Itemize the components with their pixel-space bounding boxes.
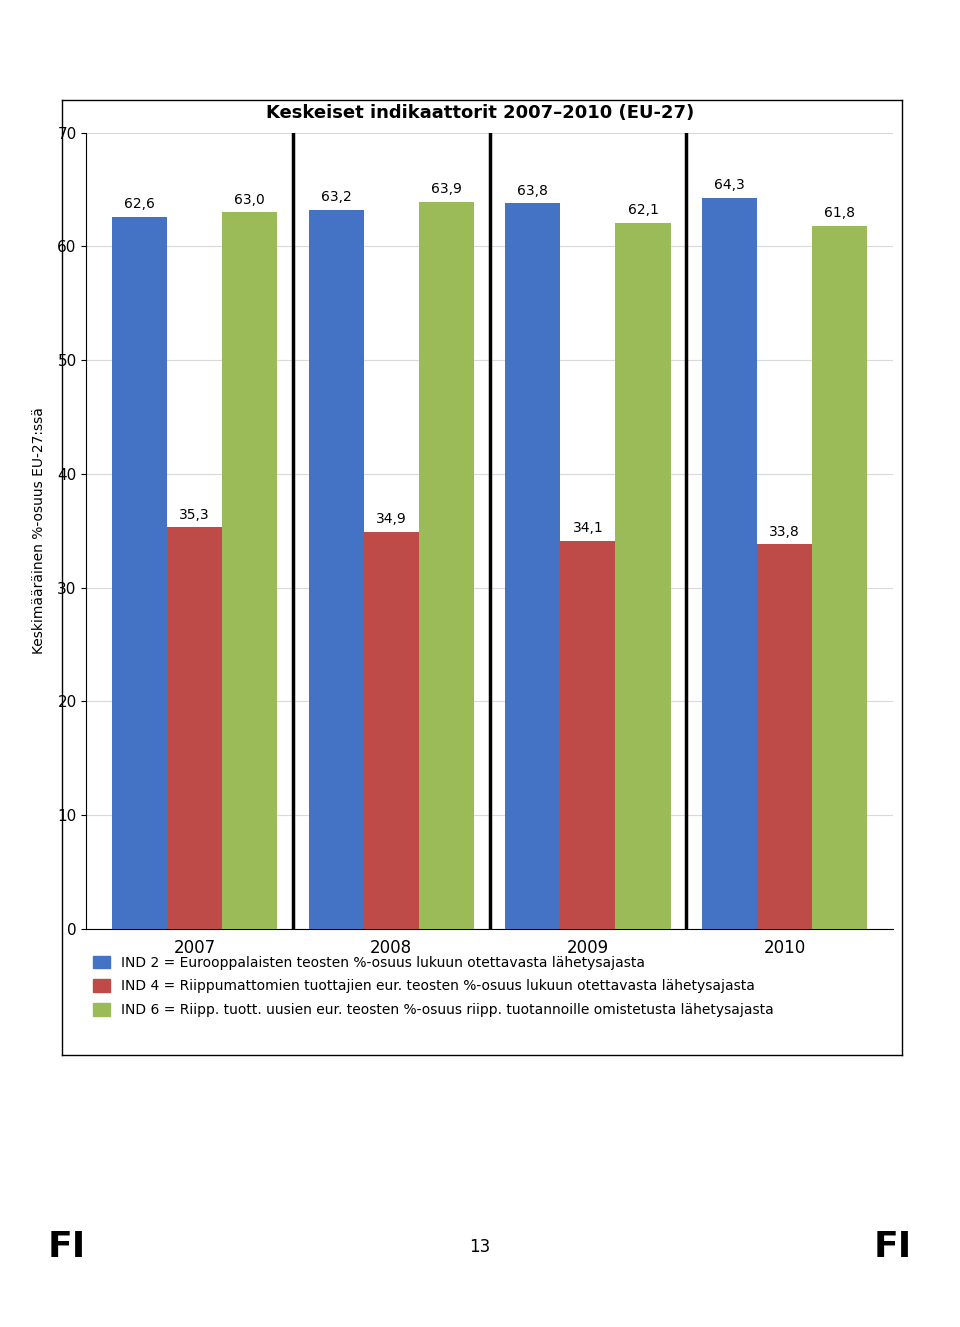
Bar [309, 210, 364, 929]
Text: 13: 13 [469, 1238, 491, 1257]
Text: FI: FI [874, 1230, 912, 1265]
Text: 61,8: 61,8 [825, 206, 855, 220]
Legend: IND 2 = Eurooppalaisten teosten %-osuus lukuun otettavasta lähetysajasta, IND 4 : IND 2 = Eurooppalaisten teosten %-osuus … [93, 955, 774, 1018]
Text: 62,6: 62,6 [124, 198, 155, 211]
Bar [615, 223, 670, 929]
Bar [561, 541, 615, 929]
Text: 35,3: 35,3 [180, 508, 210, 522]
Text: 34,1: 34,1 [572, 522, 603, 535]
Text: 63,9: 63,9 [431, 182, 462, 196]
Bar [419, 202, 474, 929]
Text: 63,8: 63,8 [517, 183, 548, 198]
Bar [757, 544, 812, 929]
Text: Keskeiset indikaattorit 2007–2010 (EU-27): Keskeiset indikaattorit 2007–2010 (EU-27… [266, 104, 694, 122]
Bar [812, 226, 867, 929]
Text: 63,0: 63,0 [234, 192, 265, 207]
Bar [167, 527, 222, 929]
Bar [222, 212, 277, 929]
Text: FI: FI [48, 1230, 86, 1265]
Bar [112, 216, 167, 929]
Bar [702, 198, 757, 929]
Bar [364, 532, 419, 929]
Text: 62,1: 62,1 [628, 203, 659, 216]
Text: 34,9: 34,9 [376, 512, 407, 527]
Text: 33,8: 33,8 [769, 524, 800, 539]
Text: 64,3: 64,3 [714, 178, 745, 192]
Y-axis label: Keskimääräinen %-osuus EU-27:ssä: Keskimääräinen %-osuus EU-27:ssä [33, 407, 46, 654]
Bar [505, 203, 561, 929]
Text: 63,2: 63,2 [321, 190, 351, 204]
